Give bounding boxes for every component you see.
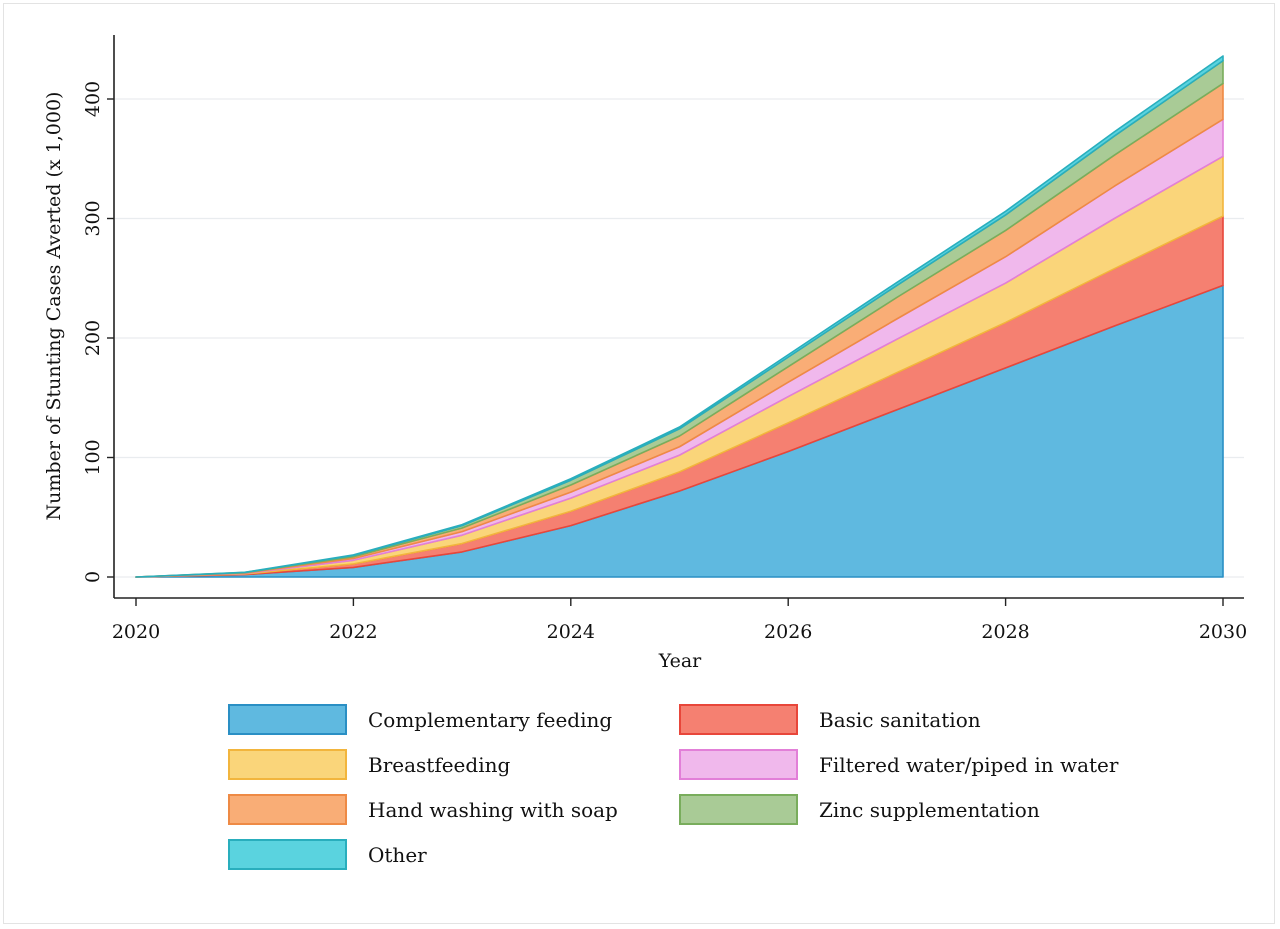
x-tick-label-2024: 2024 bbox=[547, 621, 595, 643]
y-tick-label-400: 400 bbox=[82, 81, 104, 117]
legend-swatch-basic-sanitation bbox=[679, 704, 798, 735]
x-axis-title: Year bbox=[658, 650, 702, 672]
legend-item-hand-washing-with-soap: Hand washing with soap bbox=[228, 794, 618, 825]
y-axis-title: Number of Stunting Cases Averted (x 1,00… bbox=[43, 92, 65, 521]
legend-item-complementary-feeding: Complementary feeding bbox=[228, 704, 612, 735]
legend-item-filtered-water-piped-in-water: Filtered water/piped in water bbox=[679, 749, 1119, 780]
y-tick-label-300: 300 bbox=[82, 200, 104, 236]
legend: Complementary feeding Basic sanitation Bre… bbox=[228, 704, 1119, 870]
legend-item-basic-sanitation: Basic sanitation bbox=[679, 704, 981, 735]
x-tick-label-2020: 2020 bbox=[112, 621, 160, 643]
axes bbox=[113, 35, 1244, 599]
legend-swatch-other bbox=[228, 839, 347, 870]
legend-label-other: Other bbox=[368, 843, 427, 867]
legend-swatch-hand-washing-with-soap bbox=[228, 794, 347, 825]
y-tick-label-0: 0 bbox=[82, 571, 104, 583]
x-tick-label-2022: 2022 bbox=[329, 621, 377, 643]
legend-label-complementary-feeding: Complementary feeding bbox=[368, 708, 612, 732]
x-tick-label-2030: 2030 bbox=[1199, 621, 1247, 643]
x-tick-label-2028: 2028 bbox=[981, 621, 1029, 643]
legend-label-breastfeeding: Breastfeeding bbox=[368, 753, 510, 777]
legend-swatch-complementary-feeding bbox=[228, 704, 347, 735]
legend-swatch-zinc-supplementation bbox=[679, 794, 798, 825]
area-series bbox=[135, 55, 1224, 578]
legend-item-breastfeeding: Breastfeeding bbox=[228, 749, 510, 780]
area-other bbox=[135, 55, 1224, 578]
legend-swatch-breastfeeding bbox=[228, 749, 347, 780]
y-tick-label-100: 100 bbox=[82, 439, 104, 475]
x-tick-label-2026: 2026 bbox=[764, 621, 812, 643]
legend-label-zinc-supplementation: Zinc supplementation bbox=[819, 798, 1040, 822]
y-tick-label-200: 200 bbox=[82, 320, 104, 356]
legend-label-basic-sanitation: Basic sanitation bbox=[819, 708, 981, 732]
legend-label-filtered-water-piped-in-water: Filtered water/piped in water bbox=[819, 753, 1119, 777]
tick-labels: 0 100 200 300 400 2020 2022 2024 2026 2028 2030 bbox=[82, 81, 1247, 643]
legend-item-other: Other bbox=[228, 839, 427, 870]
legend-item-zinc-supplementation: Zinc supplementation bbox=[679, 794, 1040, 825]
legend-label-hand-washing-with-soap: Hand washing with soap bbox=[368, 798, 618, 822]
legend-swatch-filtered-water-piped-in-water bbox=[679, 749, 798, 780]
